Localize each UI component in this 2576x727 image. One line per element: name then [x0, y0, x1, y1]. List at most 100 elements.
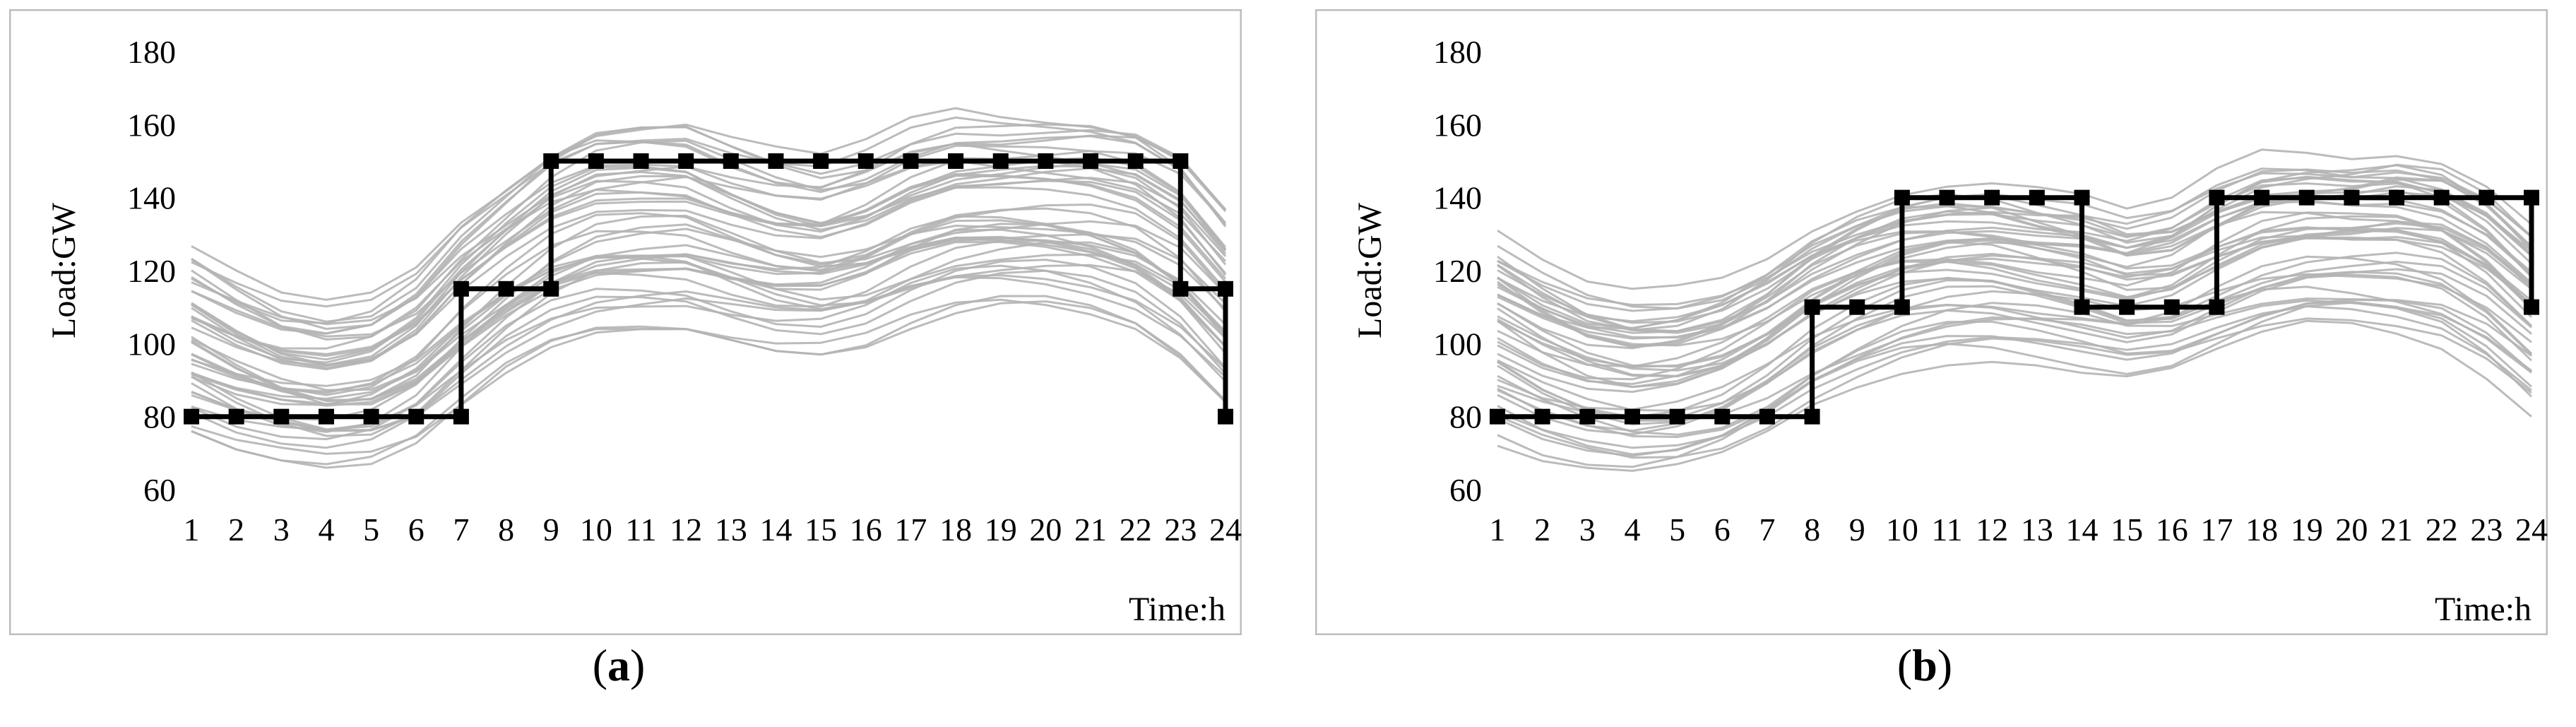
step-marker [768, 153, 784, 169]
step-marker [1849, 299, 1865, 315]
x-tick-label: 13 [2021, 512, 2053, 548]
x-tick-label: 22 [1120, 512, 1152, 548]
background-load-curve [191, 253, 1227, 431]
step-marker [2524, 299, 2539, 315]
step-marker [2298, 189, 2315, 206]
y-tick-label: 100 [127, 326, 176, 362]
step-marker [2074, 299, 2090, 315]
background-load-curve [191, 228, 1227, 400]
x-tick-label: 16 [850, 512, 882, 548]
chart-panel-b: 60 80 100 120 140 160 180 1 2 3 4 5 6 7 8 9 10 11 12 13 14 15… [1315, 9, 2548, 635]
background-load-curve [191, 300, 1227, 469]
background-load-curve [191, 135, 1227, 335]
x-tick-label: 13 [715, 512, 747, 548]
step-marker [1804, 408, 1820, 425]
x-tick-label: 23 [1164, 512, 1197, 548]
background-load-curve [1497, 305, 2532, 449]
background-load-curve [191, 116, 1227, 308]
background-load-curve [1497, 271, 2533, 432]
step-marker [2209, 299, 2225, 315]
background-load-curve [191, 298, 1227, 455]
x-tick-label: 19 [985, 512, 1017, 548]
x-tick-label: 9 [543, 512, 559, 548]
x-tick-label: 3 [1579, 512, 1596, 548]
step-marker [453, 280, 469, 297]
caption-b-letter: b [1912, 640, 1937, 690]
x-tick-label: 18 [939, 512, 972, 548]
x-tick-label: 1 [1490, 512, 1506, 548]
background-load-curve [1497, 319, 2532, 472]
step-marker [633, 153, 649, 169]
step-marker [498, 280, 514, 297]
background-load-curve [1497, 148, 2532, 290]
step-marker [2433, 189, 2450, 206]
background-load-curve [1497, 229, 2533, 389]
step-marker [1218, 408, 1233, 425]
background-load-curve [1497, 163, 2533, 331]
x-tick-label: 3 [273, 512, 290, 548]
x-tick-label: 14 [759, 512, 792, 548]
y-tick-label: 80 [1449, 399, 1482, 435]
y-tick-label: 100 [1433, 326, 1482, 362]
caption-a-letter: a [607, 640, 630, 690]
x-tick-label: 17 [894, 512, 927, 548]
step-marker [2254, 189, 2270, 206]
step-marker [2164, 299, 2180, 315]
step-marker [363, 408, 379, 425]
x-tick-label: 12 [670, 512, 702, 548]
y-tick-label: 60 [143, 472, 176, 508]
background-load-curve [1497, 255, 2533, 411]
step-marker [1984, 189, 2000, 206]
caption-b: (b) [1897, 640, 1953, 690]
step-marker [1579, 408, 1596, 425]
background-load-curve [191, 261, 1227, 437]
x-tick-label: 10 [580, 512, 612, 548]
x-tick-label: 7 [1759, 512, 1775, 548]
x-tick-label: 15 [2111, 512, 2143, 548]
x-tick-label: 22 [2426, 512, 2458, 548]
step-marker [1127, 153, 1144, 169]
x-tick-label: 12 [1976, 512, 2008, 548]
y-tick-label: 160 [1433, 107, 1482, 143]
background-load-curve [1497, 178, 2532, 333]
step-marker [543, 153, 559, 169]
background-load-curve [191, 126, 1227, 323]
background-load-curve [191, 269, 1227, 449]
step-marker [678, 153, 694, 169]
step-marker [1894, 299, 1910, 315]
y-tick-label: 80 [143, 399, 176, 435]
x-tick-label: 16 [2156, 512, 2188, 548]
x-tick-label: 15 [805, 512, 837, 548]
step-marker [408, 408, 425, 425]
x-tick-label: 1 [184, 512, 200, 548]
x-axis-label: Time:h [1129, 591, 1225, 628]
x-tick-label: 24 [2515, 512, 2548, 548]
step-marker [184, 408, 199, 425]
x-tick-label: 11 [625, 512, 656, 548]
background-load-curve [191, 107, 1227, 301]
background-load-curve [1497, 182, 2532, 324]
background-load-curve [1497, 177, 2533, 323]
background-load-curve [191, 223, 1227, 406]
step-marker [1894, 189, 1910, 206]
background-load-curve [1497, 220, 2533, 389]
x-tick-label: 18 [2245, 512, 2278, 548]
step-marker [1490, 408, 1505, 425]
step-marker [1624, 408, 1640, 425]
step-marker [2389, 189, 2405, 206]
step-marker [1173, 153, 1189, 169]
background-load-curve [191, 160, 1227, 338]
x-tick-label: 5 [1669, 512, 1685, 548]
y-tick-label: 180 [127, 34, 176, 70]
step-marker [948, 153, 964, 169]
step-marker [588, 153, 604, 169]
step-marker [1804, 299, 1820, 315]
background-load-curve [1497, 199, 2532, 340]
x-tick-label: 11 [1931, 512, 1962, 548]
step-marker [228, 408, 244, 425]
background-load-curve [191, 259, 1227, 441]
x-tick-label: 20 [2335, 512, 2368, 548]
x-tick-label: 17 [2200, 512, 2233, 548]
